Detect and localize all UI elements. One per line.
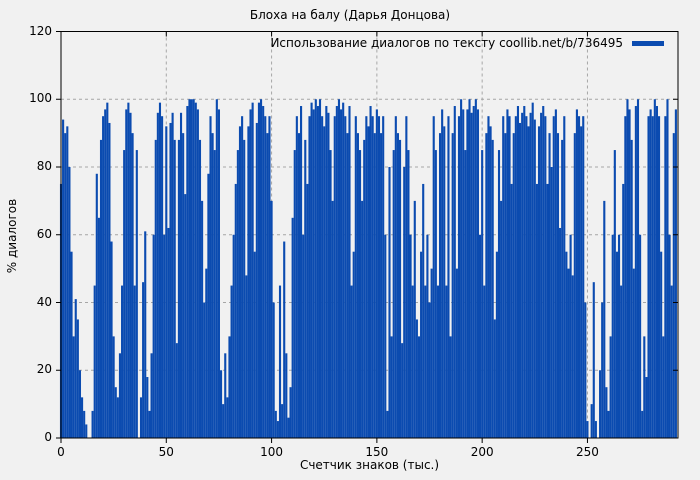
y-tick-label: 40 (36, 294, 52, 309)
y-tick-label: 20 (36, 362, 52, 377)
legend-label: Использование диалогов по тексту coollib… (270, 36, 623, 50)
y-tick-label: 0 (44, 430, 52, 444)
y-tick-label: 120 (29, 23, 52, 38)
chart-title: Блоха на балу (Дарья Донцова) (249, 8, 451, 22)
y-tick-label: 80 (36, 159, 52, 173)
x-axis-label: Счетчик знаков (тыс.) (299, 458, 440, 472)
legend: Использование диалогов по тексту coollib… (270, 36, 664, 50)
x-tick-label: 250 (575, 445, 599, 459)
legend-swatch (632, 40, 664, 46)
y-tick-label: 100 (29, 91, 52, 106)
x-tick-label: 150 (365, 445, 389, 459)
x-tick-label: 100 (260, 445, 284, 459)
x-tick-label: 50 (158, 445, 174, 459)
x-tick-label: 200 (470, 445, 494, 459)
y-tick-label: 60 (36, 226, 52, 241)
x-tick-label: 0 (57, 445, 65, 459)
